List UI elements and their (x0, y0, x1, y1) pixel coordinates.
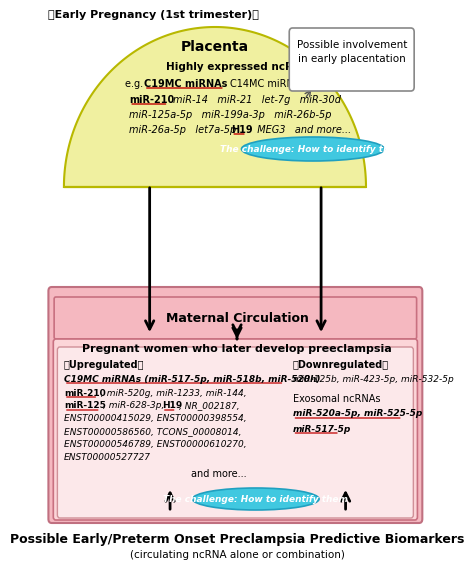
Text: miR-520a-5p, miR-525-5p: miR-520a-5p, miR-525-5p (292, 410, 422, 418)
Text: , miR-520g, miR-1233, miR-144,: , miR-520g, miR-1233, miR-144, (100, 388, 246, 398)
Text: ENST00000586560, TCONS_00008014,: ENST00000586560, TCONS_00008014, (64, 428, 241, 436)
Text: H19: H19 (231, 125, 253, 135)
Ellipse shape (192, 488, 319, 510)
Text: e.g.: e.g. (125, 79, 149, 89)
Text: ENST00000415029, ENST00000398554,: ENST00000415029, ENST00000398554, (64, 414, 246, 424)
Text: C19MC miRNAs: C19MC miRNAs (144, 79, 228, 89)
Text: , NR_002187,: , NR_002187, (179, 402, 240, 410)
Text: miR-125a-5p   miR-199a-3p   miR-26b-5p: miR-125a-5p miR-199a-3p miR-26b-5p (129, 110, 332, 120)
Text: Exosomal ncRNAs: Exosomal ncRNAs (292, 394, 380, 404)
Text: and more...: and more... (191, 469, 247, 479)
Text: Highly expressed ncRNAs: Highly expressed ncRNAs (166, 62, 316, 72)
FancyBboxPatch shape (48, 287, 422, 523)
Text: miR-14   miR-21   let-7g   miR-30d: miR-14 miR-21 let-7g miR-30d (173, 95, 340, 105)
Text: Possible Early/Preterm Onset Preclampsia Predictive Biomarkers: Possible Early/Preterm Onset Preclampsia… (10, 533, 464, 545)
Text: ENST00000527727: ENST00000527727 (64, 454, 151, 463)
FancyBboxPatch shape (53, 339, 418, 520)
Text: Maternal Circulation: Maternal Circulation (165, 313, 309, 325)
Text: ENST00000546789, ENST00000610270,: ENST00000546789, ENST00000610270, (64, 440, 246, 449)
Text: (circulating ncRNA alone or combination): (circulating ncRNA alone or combination) (129, 550, 345, 560)
Text: C14MC miRNAs: C14MC miRNAs (229, 79, 305, 89)
Text: H19: H19 (162, 402, 182, 410)
Text: miR-517-5p: miR-517-5p (292, 425, 351, 433)
Text: The challenge: How to identify them: The challenge: How to identify them (164, 494, 348, 504)
Text: Placenta: Placenta (181, 40, 249, 54)
Text: Pregnant women who later develop preeclampsia: Pregnant women who later develop preecla… (82, 344, 392, 354)
Text: miR-26a-5p   let7a-5p: miR-26a-5p let7a-5p (129, 125, 246, 135)
Text: 《Downregulated》: 《Downregulated》 (292, 360, 389, 370)
Text: 《Upregulated》: 《Upregulated》 (64, 360, 145, 370)
Text: miR-125b, miR-423-5p, miR-532-5p: miR-125b, miR-423-5p, miR-532-5p (292, 374, 453, 384)
Polygon shape (64, 27, 366, 187)
Text: miR-210: miR-210 (129, 95, 174, 105)
Text: 《Early Pregnancy (1st trimester)》: 《Early Pregnancy (1st trimester)》 (47, 10, 258, 20)
FancyBboxPatch shape (289, 28, 414, 91)
Text: Possible involvement
in early placentation: Possible involvement in early placentati… (297, 40, 407, 64)
Text: , miR-628-3p,: , miR-628-3p, (103, 402, 167, 410)
FancyBboxPatch shape (54, 297, 417, 339)
Ellipse shape (241, 137, 384, 161)
Text: MEG3   and more...: MEG3 and more... (251, 125, 351, 135)
Text: miR-125: miR-125 (64, 402, 106, 410)
FancyBboxPatch shape (57, 347, 413, 518)
Text: miR-210: miR-210 (64, 388, 106, 398)
Text: C19MC miRNAs (miR-517-5p, miR-518b, miR-520h): C19MC miRNAs (miR-517-5p, miR-518b, miR-… (64, 374, 320, 384)
Text: The challenge: How to identify them: The challenge: How to identify them (220, 144, 405, 153)
